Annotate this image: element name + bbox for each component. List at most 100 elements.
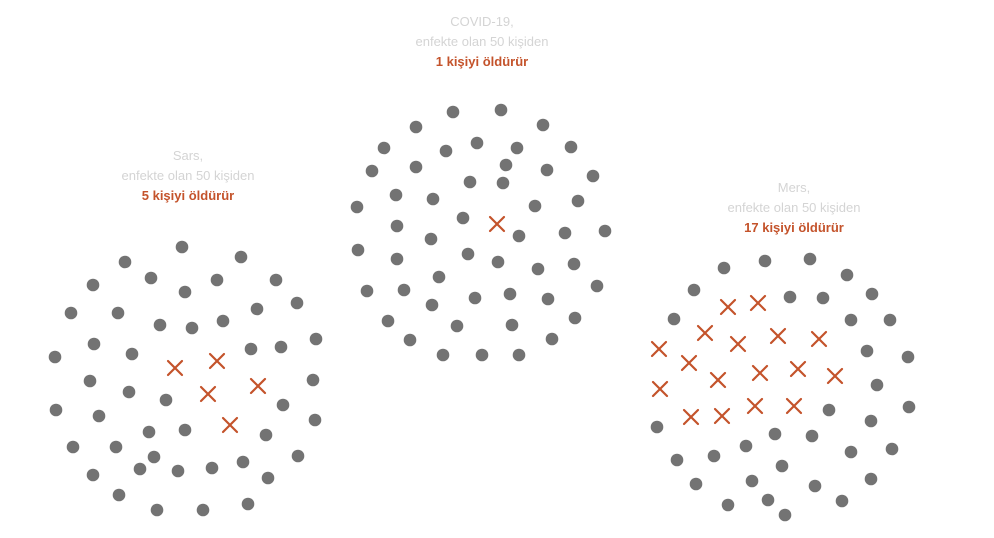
mers-infected-dot xyxy=(864,414,878,428)
sars-infected-dot xyxy=(92,409,106,423)
sars-infected-dot xyxy=(241,497,255,511)
mers-infected-dot xyxy=(840,268,854,282)
mers-infected-dot xyxy=(885,442,899,456)
covid-infected-dot xyxy=(351,243,365,257)
sars-deaths-text: 5 kişiyi öldürür xyxy=(141,188,235,203)
mers-death-cross xyxy=(713,407,731,425)
sars-infected-dot xyxy=(144,271,158,285)
mers-death-cross xyxy=(650,340,668,358)
sars-infected-dot xyxy=(178,285,192,299)
mers-infected-dot xyxy=(650,420,664,434)
mers-infected-dot xyxy=(808,479,822,493)
covid-cluster xyxy=(350,103,612,362)
sars-infected-dot xyxy=(48,350,62,364)
sars-infected-dot xyxy=(244,342,258,356)
mers-death-cross xyxy=(810,330,828,348)
covid-infected-dot xyxy=(499,158,513,172)
sars-infected-dot xyxy=(125,347,139,361)
mers-deaths-text: 17 kişiyi öldürür xyxy=(744,220,844,235)
covid-infected-dot xyxy=(510,141,524,155)
covid-infected-dot xyxy=(390,219,404,233)
covid-infected-dot xyxy=(425,298,439,312)
mers-infected-dot xyxy=(844,445,858,459)
mers-infected-dot xyxy=(844,313,858,327)
sars-infected-dot xyxy=(118,255,132,269)
covid-infected-dot xyxy=(470,136,484,150)
mers-death-cross xyxy=(749,294,767,312)
sars-infected-dot xyxy=(196,503,210,517)
sars-infected-dot xyxy=(250,302,264,316)
sars-infected-dot xyxy=(64,306,78,320)
mers-infected-dot xyxy=(822,403,836,417)
covid-infected-dot xyxy=(568,311,582,325)
sars-infected-dot xyxy=(308,413,322,427)
mers-death-cross xyxy=(729,335,747,353)
mers-cluster xyxy=(650,252,916,522)
mers-description: enfekte olan 50 kişiden xyxy=(727,200,861,215)
covid-infected-dot xyxy=(590,279,604,293)
sars-infected-dot xyxy=(210,273,224,287)
covid-label: COVID-19, enfekte olan 50 kişiden 1 kişi… xyxy=(352,12,612,72)
mers-infected-dot xyxy=(805,429,819,443)
covid-infected-dot xyxy=(496,176,510,190)
sars-cluster xyxy=(48,240,323,517)
sars-infected-dot xyxy=(175,240,189,254)
covid-infected-dot xyxy=(567,257,581,271)
covid-infected-dot xyxy=(389,188,403,202)
sars-infected-dot xyxy=(150,503,164,517)
mers-infected-dot xyxy=(745,474,759,488)
mers-death-cross xyxy=(682,408,700,426)
covid-infected-dot xyxy=(503,287,517,301)
covid-infected-dot xyxy=(558,226,572,240)
sars-description: enfekte olan 50 kişiden xyxy=(121,168,255,183)
mers-infected-dot xyxy=(883,313,897,327)
covid-infected-dot xyxy=(540,163,554,177)
mers-infected-dot xyxy=(865,287,879,301)
sars-label: Sars, enfekte olan 50 kişiden 5 kişiyi ö… xyxy=(58,146,318,206)
mers-infected-dot xyxy=(816,291,830,305)
covid-infected-dot xyxy=(365,164,379,178)
mers-infected-dot xyxy=(902,400,916,414)
covid-infected-dot xyxy=(541,292,555,306)
sars-death-cross xyxy=(221,416,239,434)
sars-infected-dot xyxy=(86,278,100,292)
sars-infected-dot xyxy=(309,332,323,346)
mers-infected-dot xyxy=(860,344,874,358)
sars-infected-dot xyxy=(147,450,161,464)
sars-death-cross xyxy=(208,352,226,370)
sars-infected-dot xyxy=(205,461,219,475)
mers-infected-dot xyxy=(689,477,703,491)
sars-infected-dot xyxy=(66,440,80,454)
sars-death-cross xyxy=(166,359,184,377)
sars-infected-dot xyxy=(87,337,101,351)
sars-infected-dot xyxy=(276,398,290,412)
covid-infected-dot xyxy=(432,270,446,284)
covid-infected-dot xyxy=(350,200,364,214)
covid-infected-dot xyxy=(491,255,505,269)
covid-infected-dot xyxy=(531,262,545,276)
mers-death-cross xyxy=(680,354,698,372)
mers-infected-dot xyxy=(687,283,701,297)
mers-infected-dot xyxy=(901,350,915,364)
covid-description: enfekte olan 50 kişiden xyxy=(415,34,549,49)
covid-infected-dot xyxy=(403,333,417,347)
covid-infected-dot xyxy=(564,140,578,154)
mers-infected-dot xyxy=(783,290,797,304)
mers-infected-dot xyxy=(835,494,849,508)
sars-infected-dot xyxy=(236,455,250,469)
mers-infected-dot xyxy=(864,472,878,486)
covid-deaths-text: 1 kişiyi öldürür xyxy=(435,54,529,69)
mers-death-cross xyxy=(696,324,714,342)
sars-infected-dot xyxy=(178,423,192,437)
covid-infected-dot xyxy=(360,284,374,298)
covid-infected-dot xyxy=(409,120,423,134)
sars-infected-dot xyxy=(133,462,147,476)
covid-infected-dot xyxy=(424,232,438,246)
sars-infected-dot xyxy=(171,464,185,478)
sars-infected-dot xyxy=(122,385,136,399)
mers-infected-dot xyxy=(775,459,789,473)
sars-infected-dot xyxy=(142,425,156,439)
covid-infected-dot xyxy=(512,229,526,243)
mers-infected-dot xyxy=(739,439,753,453)
